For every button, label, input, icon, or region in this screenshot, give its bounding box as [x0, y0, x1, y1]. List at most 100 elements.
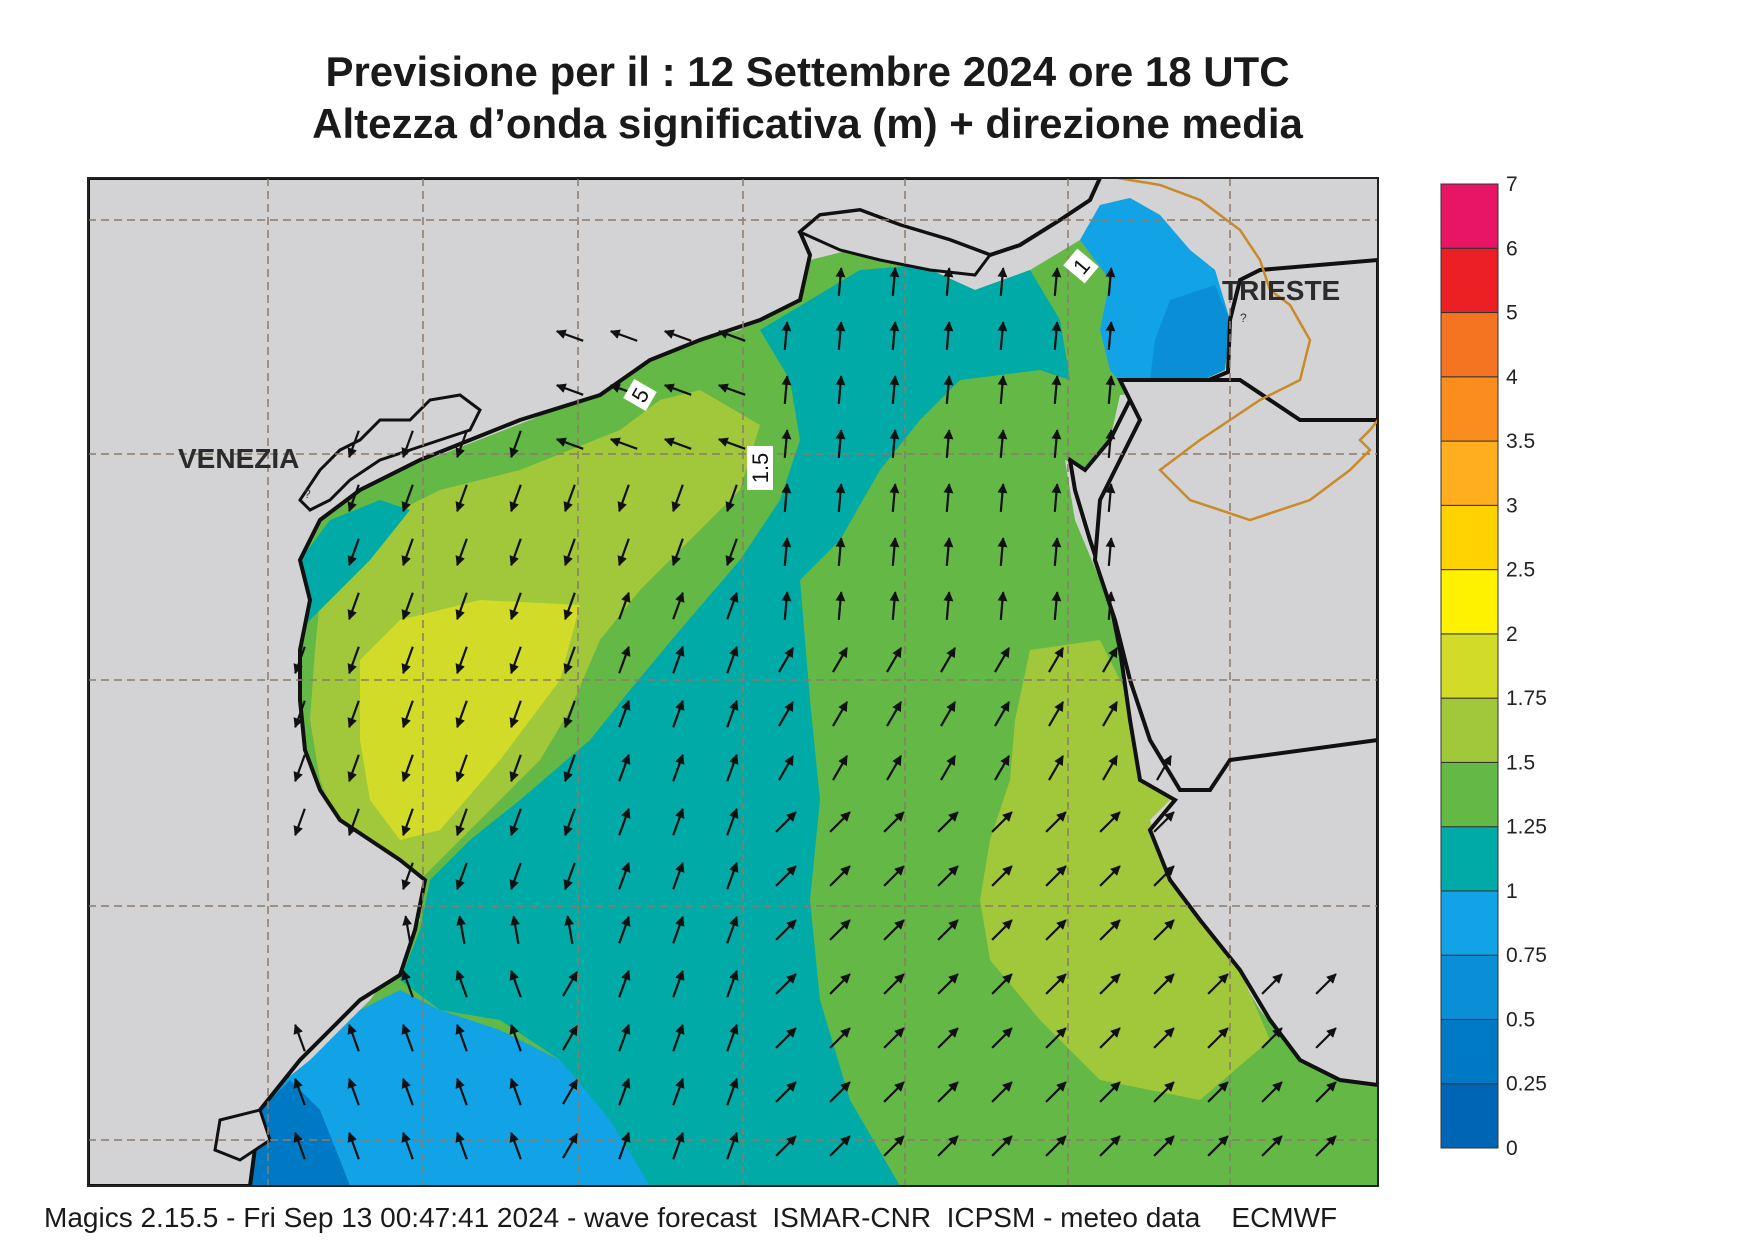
- legend-swatch: [1440, 1083, 1499, 1149]
- wave-direction-arrow: [883, 865, 905, 887]
- wave-direction-arrow: [1099, 919, 1121, 941]
- wave-direction-arrow: [455, 754, 468, 783]
- wave-direction-arrow: [832, 647, 848, 673]
- title-line-2: Altezza d’onda significativa (m) + direz…: [312, 100, 1303, 147]
- wave-direction-arrow: [293, 646, 306, 675]
- wave-direction-arrow: [835, 429, 846, 458]
- wave-direction-arrow: [617, 484, 630, 513]
- wave-direction-arrow: [937, 1135, 959, 1157]
- wave-direction-arrow: [672, 645, 685, 674]
- wave-direction-arrow: [781, 429, 792, 458]
- wave-direction-arrow: [562, 1133, 578, 1159]
- wave-direction-arrow: [455, 808, 468, 837]
- wave-direction-arrow: [510, 915, 521, 944]
- wave-direction-arrow: [401, 808, 414, 837]
- wave-direction-arrow: [1153, 1027, 1175, 1049]
- wave-direction-arrow: [1102, 755, 1118, 781]
- legend-tick-label: 1.75: [1506, 687, 1547, 710]
- wave-direction-arrow: [1315, 1027, 1337, 1049]
- wave-direction-arrow: [997, 267, 1008, 296]
- wave-direction-arrow: [997, 591, 1008, 620]
- wave-direction-arrow: [563, 808, 576, 837]
- colour-legend: 0 0.25 0.5 0.75 1 1.25 1.5 1.75 2 2.5 3 3.5 4 5 6 7: [1440, 173, 1547, 1160]
- wave-direction-arrow: [347, 592, 360, 621]
- wave-direction-arrow: [997, 537, 1008, 566]
- wave-direction-arrow: [672, 915, 685, 944]
- wave-direction-arrow: [1153, 865, 1175, 887]
- wave-direction-arrow: [883, 919, 905, 941]
- wave-direction-arrow: [347, 754, 360, 783]
- svg-text:1.5: 1.5: [748, 453, 773, 484]
- legend-swatch: [1440, 569, 1499, 635]
- wave-direction-arrow: [509, 700, 522, 729]
- wave-direction-arrow: [509, 646, 522, 675]
- legend-swatch: [1440, 633, 1499, 699]
- wave-direction-arrow: [293, 700, 306, 729]
- legend-tick-label: 0.75: [1506, 944, 1547, 967]
- wave-direction-arrow: [835, 321, 846, 350]
- wave-direction-arrow: [889, 321, 900, 350]
- wave-direction-arrow: [509, 862, 522, 891]
- wave-direction-arrow: [991, 865, 1013, 887]
- wave-band-0-5-0-75-ne: [1150, 285, 1230, 390]
- wave-direction-arrow: [1105, 321, 1116, 350]
- wave-direction-arrow: [829, 1081, 851, 1103]
- wave-direction-arrow: [671, 484, 684, 513]
- wave-direction-arrow: [555, 437, 584, 450]
- contour-label-1-5: 1.5: [747, 446, 773, 490]
- wave-direction-arrow: [1315, 1135, 1337, 1157]
- wave-direction-arrow: [726, 1023, 739, 1052]
- wave-direction-arrow: [1048, 701, 1064, 727]
- venice-lagoon-islands: [298, 393, 482, 512]
- wave-direction-arrow: [1099, 1081, 1121, 1103]
- wave-direction-arrow: [778, 755, 794, 781]
- legend-tick-label: 2.5: [1506, 559, 1535, 582]
- wave-direction-arrow: [401, 538, 414, 567]
- wave-direction-arrow: [1099, 973, 1121, 995]
- wave-direction-arrow: [994, 701, 1010, 727]
- wave-direction-arrow: [563, 700, 576, 729]
- wave-direction-arrow: [889, 537, 900, 566]
- wave-direction-arrow: [455, 1077, 468, 1106]
- wave-direction-arrow: [937, 919, 959, 941]
- wave-direction-arrow: [455, 862, 468, 891]
- wave-direction-arrow: [1261, 973, 1283, 995]
- legend-tick-label: 1: [1506, 880, 1518, 903]
- wave-direction-arrow: [401, 484, 414, 513]
- wave-direction-arrow: [455, 430, 468, 459]
- wave-direction-arrow: [829, 811, 851, 833]
- wave-direction-arrow: [509, 1077, 522, 1106]
- wave-direction-arrow: [562, 1025, 578, 1051]
- wave-direction-arrow: [509, 592, 522, 621]
- wave-direction-arrow: [401, 969, 414, 998]
- wave-direction-arrow: [347, 430, 360, 459]
- wave-direction-arrow: [1051, 375, 1062, 404]
- wave-direction-arrow: [564, 915, 575, 944]
- wave-direction-arrow: [726, 861, 739, 890]
- wave-direction-arrow: [883, 1135, 905, 1157]
- wave-direction-arrow: [1105, 537, 1116, 566]
- wave-direction-arrow: [456, 915, 467, 944]
- legend-tick-label: 3: [1506, 494, 1518, 517]
- wave-direction-arrow: [563, 754, 576, 783]
- wave-direction-arrow: [1315, 973, 1337, 995]
- wave-direction-arrow: [1156, 755, 1172, 781]
- legend-swatch: [1440, 504, 1499, 571]
- wave-direction-arrow: [726, 591, 739, 620]
- wave-direction-arrow: [1261, 1135, 1283, 1157]
- legend-swatch: [1440, 954, 1499, 1020]
- wave-direction-arrow: [1045, 973, 1067, 995]
- legend-tick-label: 3.5: [1506, 430, 1535, 453]
- wave-direction-arrow: [455, 969, 468, 998]
- wave-direction-arrow: [1153, 919, 1175, 941]
- wave-direction-arrow: [937, 1081, 959, 1103]
- wave-direction-arrow: [347, 646, 360, 675]
- place-label-trieste: TRIESTE: [1222, 275, 1340, 306]
- wave-direction-arrow: [563, 592, 576, 621]
- wave-direction-arrow: [563, 646, 576, 675]
- legend-tick-label: 6: [1506, 237, 1518, 260]
- wave-direction-arrow: [1153, 1081, 1175, 1103]
- wave-direction-arrow: [829, 973, 851, 995]
- wave-direction-arrow: [293, 808, 306, 837]
- wave-direction-arrow: [726, 699, 739, 728]
